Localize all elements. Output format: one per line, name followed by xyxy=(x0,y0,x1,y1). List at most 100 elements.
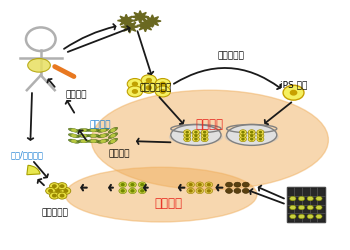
Circle shape xyxy=(196,188,204,194)
Circle shape xyxy=(290,205,296,210)
Text: 臓器再生: 臓器再生 xyxy=(65,91,87,100)
Ellipse shape xyxy=(226,124,277,146)
Circle shape xyxy=(193,130,200,135)
Polygon shape xyxy=(136,19,154,32)
Circle shape xyxy=(187,182,195,188)
Circle shape xyxy=(316,205,322,210)
Circle shape xyxy=(60,194,64,197)
Circle shape xyxy=(155,86,170,97)
Ellipse shape xyxy=(68,128,79,132)
Circle shape xyxy=(234,188,241,193)
Ellipse shape xyxy=(78,128,90,132)
Ellipse shape xyxy=(108,133,118,139)
Circle shape xyxy=(290,214,296,219)
Circle shape xyxy=(239,130,246,135)
Circle shape xyxy=(196,182,204,188)
Polygon shape xyxy=(131,11,149,23)
Circle shape xyxy=(251,135,253,136)
Circle shape xyxy=(257,130,264,135)
Text: iPS 細胞: iPS 細胞 xyxy=(280,81,307,90)
Text: 臓器/組織移植: 臓器/組織移植 xyxy=(10,150,43,159)
Circle shape xyxy=(60,185,64,188)
Ellipse shape xyxy=(108,127,118,133)
Circle shape xyxy=(299,214,305,219)
Ellipse shape xyxy=(68,134,79,138)
Ellipse shape xyxy=(72,129,76,131)
Circle shape xyxy=(119,182,127,188)
Circle shape xyxy=(146,78,151,82)
Ellipse shape xyxy=(91,90,328,190)
Circle shape xyxy=(242,188,249,193)
Circle shape xyxy=(186,135,188,136)
Circle shape xyxy=(251,132,253,133)
Ellipse shape xyxy=(78,134,90,137)
Circle shape xyxy=(251,138,253,140)
Circle shape xyxy=(290,90,297,95)
Circle shape xyxy=(307,196,313,201)
Circle shape xyxy=(198,190,201,192)
Circle shape xyxy=(242,182,249,187)
Circle shape xyxy=(299,205,305,210)
Text: 分化誤導: 分化誤導 xyxy=(154,197,182,210)
Circle shape xyxy=(52,185,56,188)
Circle shape xyxy=(225,182,232,187)
Ellipse shape xyxy=(68,139,79,143)
Text: 遣伝子導入: 遣伝子導入 xyxy=(217,51,244,60)
Ellipse shape xyxy=(101,135,105,137)
Circle shape xyxy=(57,183,67,190)
Ellipse shape xyxy=(111,140,115,142)
Circle shape xyxy=(160,90,165,93)
Circle shape xyxy=(307,205,313,210)
Circle shape xyxy=(131,190,134,192)
Circle shape xyxy=(234,182,241,187)
Ellipse shape xyxy=(78,140,90,143)
Ellipse shape xyxy=(82,129,86,131)
Circle shape xyxy=(49,192,59,199)
Circle shape xyxy=(307,214,313,219)
Circle shape xyxy=(239,137,246,142)
Ellipse shape xyxy=(88,134,99,137)
Circle shape xyxy=(299,196,305,201)
Circle shape xyxy=(316,196,322,201)
Circle shape xyxy=(146,86,151,90)
Circle shape xyxy=(225,188,232,193)
Circle shape xyxy=(189,190,192,192)
Ellipse shape xyxy=(82,135,86,136)
Circle shape xyxy=(53,188,63,194)
Text: 三次元構造: 三次元構造 xyxy=(41,209,68,218)
Circle shape xyxy=(131,184,134,186)
Text: 機能細胞: 機能細胞 xyxy=(108,149,130,158)
Circle shape xyxy=(127,86,142,97)
Circle shape xyxy=(204,138,206,140)
Ellipse shape xyxy=(171,124,221,146)
Circle shape xyxy=(204,135,206,136)
Circle shape xyxy=(186,132,188,133)
Circle shape xyxy=(257,133,264,138)
Ellipse shape xyxy=(72,135,76,137)
Circle shape xyxy=(208,190,210,192)
Circle shape xyxy=(239,133,246,138)
Ellipse shape xyxy=(101,140,105,142)
Circle shape xyxy=(121,190,124,192)
Text: 分化誤導: 分化誤導 xyxy=(196,118,224,132)
Circle shape xyxy=(259,135,261,136)
Circle shape xyxy=(129,182,136,188)
Circle shape xyxy=(64,190,68,192)
Circle shape xyxy=(204,132,206,133)
Circle shape xyxy=(61,188,71,194)
Circle shape xyxy=(290,196,296,201)
Circle shape xyxy=(195,132,197,133)
Ellipse shape xyxy=(28,58,50,72)
Circle shape xyxy=(119,188,127,194)
Polygon shape xyxy=(118,14,135,27)
Text: 細胞移植: 細胞移植 xyxy=(89,120,111,130)
Circle shape xyxy=(201,137,208,142)
Ellipse shape xyxy=(108,138,118,144)
Circle shape xyxy=(259,138,261,140)
Circle shape xyxy=(49,183,59,190)
Ellipse shape xyxy=(98,134,109,138)
Circle shape xyxy=(141,184,144,186)
Circle shape xyxy=(195,135,197,136)
Circle shape xyxy=(205,182,213,188)
Circle shape xyxy=(187,188,195,194)
